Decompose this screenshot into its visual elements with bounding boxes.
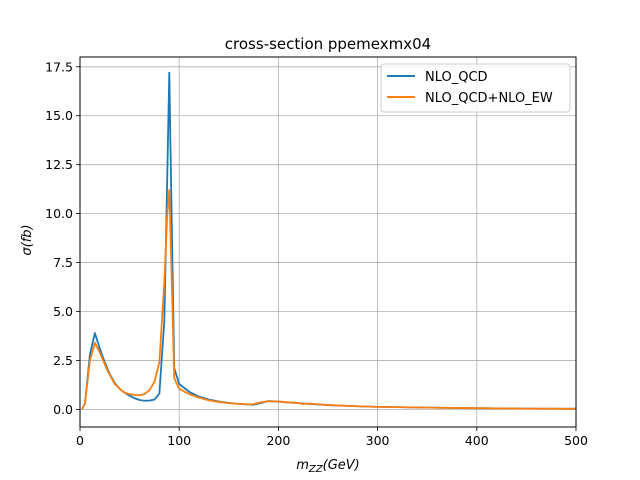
- y-tick-label: 10.0: [45, 206, 73, 221]
- x-axis-label-main: m: [296, 458, 309, 473]
- y-tick-label: 15.0: [45, 108, 73, 123]
- y-tick-label: 7.5: [53, 255, 73, 270]
- y-tick-label: 2.5: [53, 353, 73, 368]
- x-tick-label: 500: [564, 433, 588, 448]
- legend-label-nlo-qcd-ew: NLO_QCD+NLO_EW: [425, 91, 553, 106]
- x-tick-label: 400: [465, 433, 489, 448]
- y-tick-label: 5.0: [53, 304, 73, 319]
- series-line-nlo-qcd-ew: [81, 189, 577, 410]
- x-tick-label: 0: [76, 433, 84, 448]
- legend-label-nlo-qcd: NLO_QCD: [425, 70, 488, 85]
- x-axis-label-unit: (GeV): [323, 458, 360, 473]
- y-tick-label: 0.0: [53, 402, 73, 417]
- legend: NLO_QCD NLO_QCD+NLO_EW: [380, 63, 571, 113]
- x-tick-label: 100: [167, 433, 191, 448]
- x-axis-label: mZZ(GeV): [296, 458, 359, 475]
- y-axis-label: σ(fb): [20, 224, 35, 255]
- legend-box: [380, 63, 571, 113]
- x-axis-label-subscript: ZZ: [308, 464, 324, 475]
- x-tick-label: 300: [366, 433, 390, 448]
- y-axis-ticks: 0.0 2.5 5.0 7.5 10.0 12.5 15.0 17.5: [45, 59, 80, 417]
- series-lines: [81, 71, 577, 410]
- x-axis-ticks: 0 100 200 300 400 500: [76, 427, 588, 448]
- chart-title: cross-section ppemexmx04: [225, 35, 431, 53]
- y-tick-label: 12.5: [45, 157, 73, 172]
- x-tick-label: 200: [266, 433, 290, 448]
- plot-area-frame: [79, 56, 577, 428]
- y-tick-label: 17.5: [45, 59, 73, 74]
